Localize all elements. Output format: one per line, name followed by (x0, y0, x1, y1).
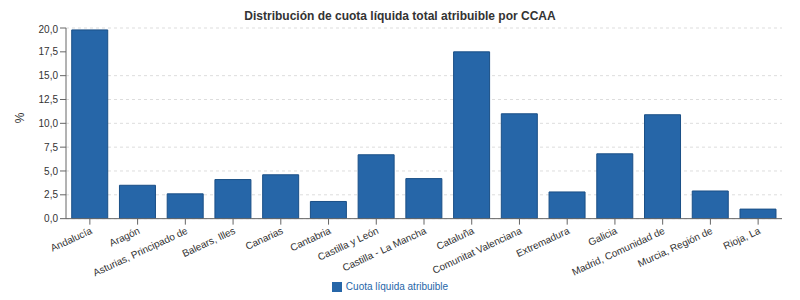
svg-text:12,5: 12,5 (39, 94, 59, 105)
html-text:Distribución de cuota líquida: Distribución de cuota líquida total atri… (244, 9, 556, 23)
svg-text:Madrid, Comunidad de: Madrid, Comunidad de (570, 224, 667, 278)
svg-text:5,0: 5,0 (44, 166, 58, 177)
svg-text:Castilla - La Mancha: Castilla - La Mancha (341, 225, 429, 274)
svg-text:17,5: 17,5 (39, 46, 59, 57)
svg-text:20,0: 20,0 (39, 24, 59, 35)
svg-text:Balears, Illes: Balears, Illes (180, 225, 237, 259)
svg-text:Extremadura: Extremadura (515, 225, 572, 259)
svg-text:7,5: 7,5 (44, 142, 58, 153)
svg-text:Murcia, Región de: Murcia, Región de (636, 225, 715, 269)
svg-text:Canarias: Canarias (244, 225, 285, 252)
svg-text:0,0: 0,0 (44, 213, 58, 224)
svg-text:Asturias, Principado de: Asturias, Principado de (91, 225, 189, 279)
svg-text:Cataluña: Cataluña (434, 224, 476, 252)
svg-text:Castilla y León: Castilla y León (316, 224, 381, 263)
svg-text:Comunitat Valenciana: Comunitat Valenciana (431, 225, 524, 276)
svg-text:%: % (13, 112, 27, 123)
svg-text:Aragón: Aragón (108, 225, 142, 249)
html-text:Cuota líquida atribuible: Cuota líquida atribuible (345, 280, 449, 292)
svg-text:Cantabria: Cantabria (288, 224, 333, 254)
svg-text:2,5: 2,5 (44, 189, 58, 200)
svg-text:15,0: 15,0 (39, 70, 59, 81)
svg-text:Rioja, La: Rioja, La (722, 225, 763, 252)
svg-text:Andalucía: Andalucía (49, 225, 94, 254)
svg-text:Galicia: Galicia (586, 225, 619, 248)
svg-text:10,0: 10,0 (39, 118, 59, 129)
